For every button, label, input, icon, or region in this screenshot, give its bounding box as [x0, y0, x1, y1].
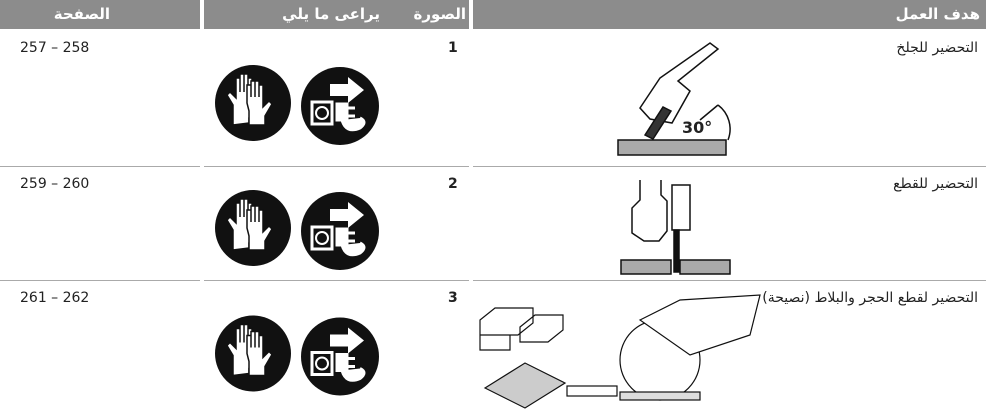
task: التحضير للقطع — [893, 176, 978, 192]
row-divider — [204, 166, 469, 167]
row-divider — [473, 166, 986, 167]
page-range: 257 – 258 — [20, 40, 90, 56]
header-bar — [204, 0, 469, 29]
figure-number: 1 — [448, 40, 458, 56]
unplug-icon — [301, 192, 379, 270]
unplug-icon — [301, 317, 379, 396]
unplug-icon — [301, 67, 379, 145]
header-note: يراعى ما يلي — [282, 5, 380, 23]
task: التحضير للجلخ — [896, 40, 978, 56]
header-figure: الصورة — [413, 5, 466, 23]
gloves-icon — [215, 190, 291, 266]
header-task: هدف العمل — [895, 5, 980, 23]
page-range: 261 – 262 — [20, 290, 90, 306]
page-range: 259 – 260 — [20, 176, 90, 192]
task: التحضير لقطع الحجر والبلاط (نصيحة) — [762, 290, 978, 306]
header-bar — [0, 0, 200, 29]
row-divider — [0, 166, 200, 167]
gloves-icon — [215, 315, 291, 392]
figure-number: 2 — [448, 176, 458, 192]
angle-label: 30° — [682, 118, 713, 137]
header-page: الصفحة — [53, 5, 110, 23]
figure-number: 3 — [448, 290, 458, 306]
gloves-icon — [215, 65, 291, 141]
row-divider — [0, 280, 200, 281]
header-bar — [473, 0, 986, 29]
row-divider — [204, 280, 469, 281]
row-divider — [473, 280, 986, 281]
